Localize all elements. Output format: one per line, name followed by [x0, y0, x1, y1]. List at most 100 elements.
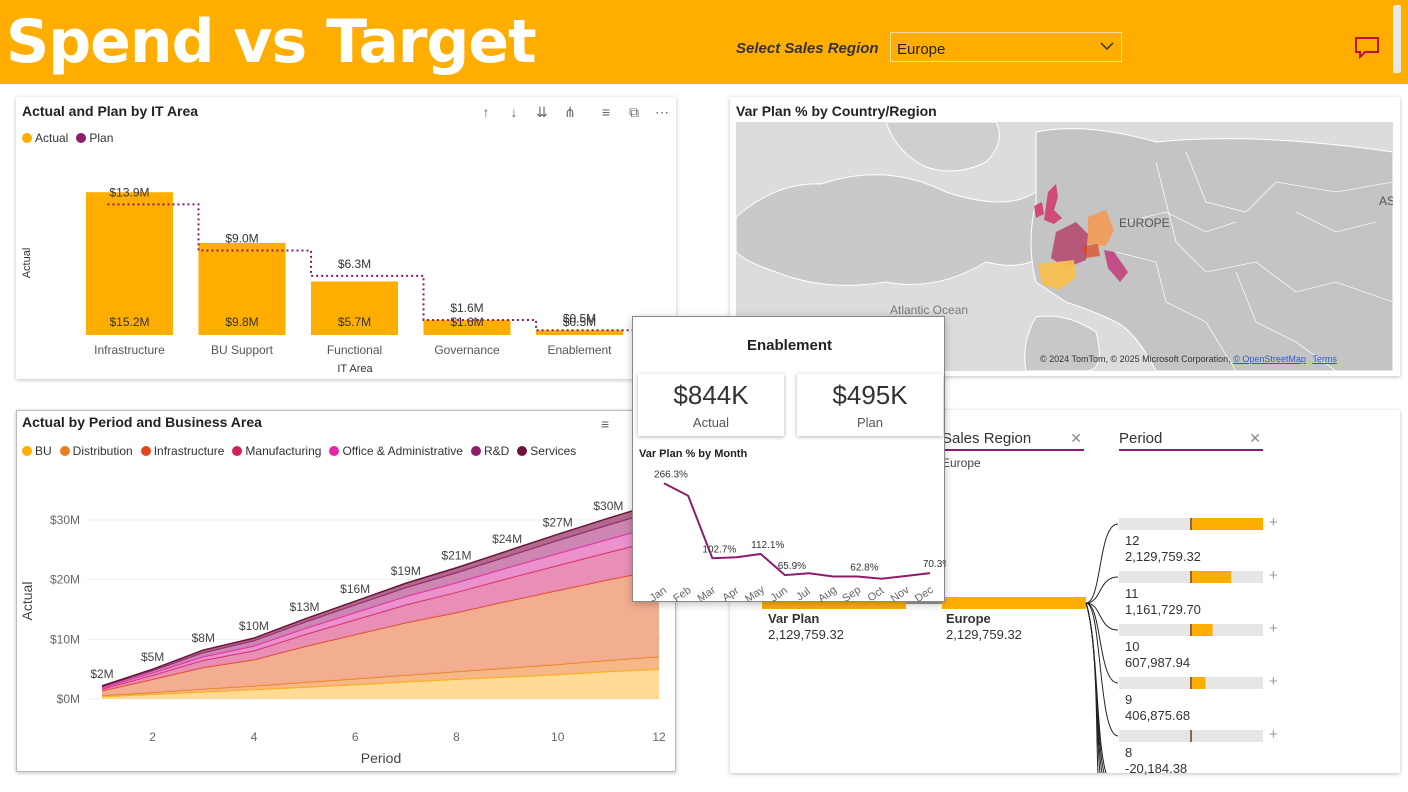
legend-item-infrastructure[interactable]: Infrastructure [140, 444, 225, 458]
y-tick-label: $10M [50, 632, 80, 646]
decomp-period-node[interactable]: 9 406,875.68 [1125, 692, 1190, 724]
bar-data-label: $5.7M [338, 315, 371, 329]
period-legend: BU Distribution Infrastructure Manufacturin… [22, 444, 576, 458]
decomp-branch [1085, 576, 1119, 604]
decomp-period-value: 406,875.68 [1125, 708, 1191, 723]
openstreetmap-link[interactable]: © OpenStreetMap [1233, 354, 1306, 364]
y-axis-label: Actual [21, 248, 33, 279]
area-manufacturing [102, 539, 659, 691]
comment-icon[interactable] [1352, 34, 1382, 62]
legend-dot [517, 446, 528, 456]
bar-actual-bu-support[interactable] [198, 242, 286, 335]
area-office-administrative [102, 525, 659, 689]
x-tick-label: Infrastructure [94, 343, 165, 357]
map-label-ocean: Atlantic Ocean [890, 303, 969, 317]
total-data-label: $5M [141, 650, 164, 664]
decomp-level1-bar [942, 597, 1086, 609]
x-tick-label: BU Support [211, 343, 274, 357]
legend-label: Infrastructure [153, 444, 225, 458]
area-line-bu [101, 668, 660, 698]
bar-data-label: $15.2M [109, 315, 149, 329]
plan-card-value: $495K [832, 380, 908, 410]
decomp-period-bar [1192, 571, 1232, 583]
expand-plus-icon[interactable]: + [1269, 567, 1278, 584]
x-axis-label: Period [361, 750, 401, 766]
close-icon[interactable]: ✕ [1249, 430, 1261, 446]
arrow-down-icon[interactable]: ↓ [510, 104, 518, 120]
close-icon[interactable]: ✕ [1070, 430, 1082, 446]
expand-plus-icon[interactable]: + [1269, 620, 1278, 637]
decomp-period-value: -20,184.38 [1125, 761, 1188, 776]
decomp-period-value: 2,129,759.32 [1125, 549, 1201, 564]
it-area-chart-tile[interactable]: Actual and Plan by IT Area ↑ ↓ ⇊ ⋔ ≡ ⧉ ⋯… [16, 97, 676, 379]
month-tick-label: Jul [794, 586, 812, 604]
legend-dot [329, 446, 340, 456]
decomp-root-node[interactable]: Var Plan 2,129,759.32 [768, 611, 844, 642]
expand-plus-icon[interactable]: + [1269, 726, 1278, 743]
more-options-icon[interactable]: ⋯ [655, 104, 669, 120]
plan-data-label: $0.5M [563, 311, 596, 325]
month-tick-label: Jan [648, 585, 669, 605]
decomp-period-node[interactable]: 8 -20,184.38 [1125, 745, 1187, 777]
bar-actual-infrastructure[interactable] [86, 192, 173, 335]
legend-item-services[interactable]: Services [517, 444, 576, 458]
scrollbar[interactable] [1393, 5, 1401, 73]
legend-label: Distribution [72, 444, 133, 458]
filter-icon[interactable]: ≡ [601, 104, 611, 120]
month-tick-label: Feb [671, 584, 693, 605]
arrow-up-icon[interactable]: ↑ [482, 104, 490, 120]
decomp-period-node[interactable]: 11 1,161,729.70 [1125, 586, 1201, 618]
decomp-tree-canvas [762, 518, 1263, 773]
chevron-down-icon [1100, 42, 1114, 51]
terms-link[interactable]: Terms [1312, 354, 1337, 364]
month-tick-label: Nov [889, 584, 912, 605]
total-data-label: $30M [593, 499, 623, 513]
line-data-label: 266.3% [654, 469, 688, 480]
decomp-period-label: 8 [1125, 745, 1133, 760]
expand-plus-icon[interactable]: + [1269, 514, 1278, 531]
expand-plus-icon[interactable]: + [1269, 673, 1278, 690]
total-data-label: $19M [391, 564, 421, 578]
decomp-header-period[interactable]: Period ✕ [1119, 430, 1263, 451]
x-tick-label: 2 [149, 730, 156, 744]
actual-card: $844K Actual [638, 374, 784, 436]
double-arrow-down-icon[interactable]: ⇊ [536, 104, 548, 120]
legend-dot [22, 446, 32, 456]
x-tick-label: 6 [352, 730, 359, 744]
period-area-chart-tile[interactable]: Actual by Period and Business Area ≡ BU D… [16, 410, 676, 772]
legend-item-r-d[interactable]: R&D [470, 444, 510, 458]
y-tick-label: $0M [57, 692, 80, 706]
decomp-period-label: 10 [1125, 639, 1140, 654]
visual-toolbar: ↑ ↓ ⇊ ⋔ ≡ ⧉ ⋯ [479, 104, 670, 120]
decomp-branch [1085, 602, 1119, 684]
actual-card-label: Actual [692, 415, 730, 430]
legend-item-bu[interactable]: BU [22, 444, 52, 458]
plan-card: $495K Plan [797, 374, 943, 436]
legend-label: R&D [483, 444, 510, 458]
bar-actual-enablement[interactable] [536, 330, 623, 335]
bar-actual-governance[interactable] [423, 319, 511, 335]
legend-dot [140, 446, 151, 456]
it-area-bar-chart[interactable]: Actual $15.2M $13.9M Infrastructure $9.8M $9.… [16, 97, 676, 379]
line-data-label: 70.3% [923, 559, 946, 570]
bar-actual-functional[interactable] [311, 281, 398, 335]
legend-item-plan[interactable]: Plan [76, 131, 113, 145]
legend-item-actual[interactable]: Actual [22, 131, 68, 145]
region-dropdown[interactable]: Europe [890, 32, 1122, 62]
decomp-period-node[interactable]: 12 2,129,759.32 [1125, 533, 1201, 565]
area-infrastructure [102, 569, 659, 696]
decomp-header-region[interactable]: Sales Region ✕ [942, 430, 1084, 451]
decomp-level1-node[interactable]: Europe 2,129,759.32 [946, 611, 1022, 642]
filter-icon[interactable]: ≡ [601, 416, 610, 432]
period-area-chart[interactable]: $0M $10M $20M $30M 2 4 6 8 10 12 Period Actual $2M $5… [17, 411, 675, 771]
legend-item-office-administrative[interactable]: Office & Administrative [329, 444, 463, 458]
legend-item-distribution[interactable]: Distribution [59, 444, 133, 458]
y-tick-label: $30M [50, 513, 80, 527]
decomp-period-label: 11 [1125, 586, 1139, 601]
focus-mode-icon[interactable]: ⧉ [629, 104, 639, 120]
it-area-legend: Actual Plan [22, 131, 113, 145]
expand-hierarchy-icon[interactable]: ⋔ [564, 104, 576, 120]
legend-item-manufacturing[interactable]: Manufacturing [232, 444, 321, 458]
var-plan-line-chart: 266.3%102.7%112.1%65.9%62.8%70.3%JanFebM… [648, 469, 946, 605]
decomp-period-node[interactable]: 10 607,987.94 [1125, 639, 1190, 671]
